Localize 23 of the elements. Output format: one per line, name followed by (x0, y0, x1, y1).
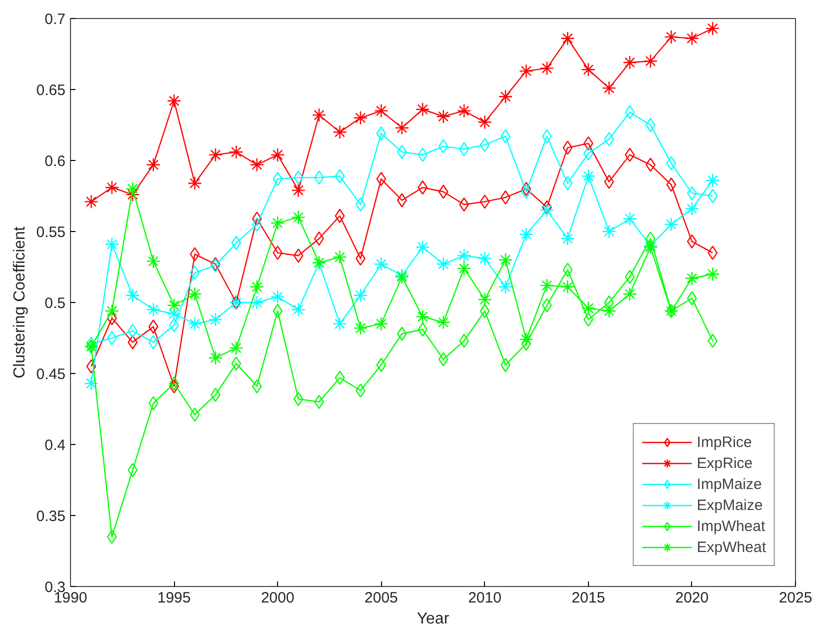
legend-label: ExpRice (696, 454, 753, 472)
x-tick-label: 2010 (468, 590, 502, 606)
x-tick-label: 2005 (364, 590, 398, 606)
legend-label: ExpMaize (696, 496, 763, 514)
y-tick-label: 0.6 (44, 153, 66, 170)
y-tick-label: 0.5 (44, 295, 66, 312)
x-tick-label: 2020 (675, 590, 709, 606)
x-tick-label: 1995 (157, 590, 191, 606)
y-tick-label: 0.55 (36, 224, 66, 241)
x-tick-label: 2025 (778, 590, 812, 606)
y-tick-label: 0.7 (44, 11, 66, 28)
x-axis-title: Year (416, 610, 450, 628)
y-tick-label: 0.35 (36, 508, 66, 525)
legend-label: ImpMaize (696, 476, 762, 492)
x-tick-label: 2015 (572, 590, 606, 606)
legend-label: ImpRice (696, 434, 752, 450)
y-tick-label: 0.4 (44, 437, 66, 454)
x-tick-label: 2000 (260, 590, 294, 606)
legend-label: ImpWheat (696, 518, 766, 534)
y-axis-title: Clustering Coefficient (11, 226, 28, 378)
y-tick-label: 0.45 (36, 366, 66, 383)
legend-label: ExpWheat (696, 538, 766, 556)
y-tick-label: 0.65 (36, 82, 66, 99)
